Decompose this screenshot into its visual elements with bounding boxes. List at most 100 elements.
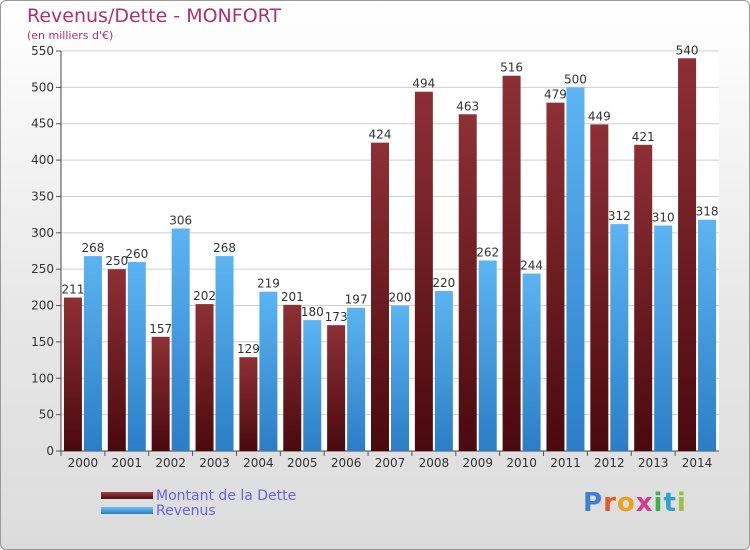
x-tick-label: 2012 (594, 456, 625, 470)
legend-swatch-revenus (101, 507, 153, 514)
y-tick-label: 550 (31, 44, 54, 58)
logo-letter: x (635, 488, 654, 518)
data-label-revenus: 306 (169, 213, 192, 227)
y-tick-label: 500 (31, 80, 54, 94)
logo-letter: r (603, 488, 617, 518)
bar-revenus (127, 261, 146, 451)
y-tick-label: 0 (46, 444, 54, 458)
x-tick-label: 2004 (243, 456, 274, 470)
data-label-revenus: 318 (696, 205, 719, 219)
bar-dette (371, 142, 389, 452)
y-tick-label: 300 (31, 226, 54, 240)
bar-dette (678, 58, 697, 451)
data-label-dette: 540 (676, 43, 699, 57)
data-label-dette: 201 (281, 290, 304, 304)
bar-revenus (259, 291, 278, 451)
data-label-revenus: 220 (432, 276, 455, 290)
legend-label-dette: Montant de la Dette (156, 487, 297, 504)
data-label-revenus: 260 (125, 247, 148, 261)
legend-item-dette: Montant de la Dette (101, 487, 297, 504)
logo-letter: i (676, 488, 687, 518)
x-tick-label: 2006 (331, 456, 362, 470)
plot-area (61, 51, 719, 451)
bar-revenus (347, 307, 366, 451)
legend-label-revenus: Revenus (156, 502, 216, 519)
y-tick-label: 400 (31, 153, 54, 167)
bar-dette (63, 297, 82, 451)
x-tick-label: 2010 (506, 456, 537, 470)
proxiti-logo: Proxiti (583, 488, 687, 518)
x-tick-label: 2009 (462, 456, 493, 470)
y-tick-label: 50 (39, 408, 54, 422)
data-label-revenus: 268 (213, 241, 236, 255)
legend: Montant de la Dette Revenus (101, 487, 297, 519)
data-label-dette: 494 (412, 77, 435, 91)
data-label-dette: 202 (193, 289, 216, 303)
logo-letter: o (616, 488, 636, 518)
bar-dette (151, 336, 170, 451)
x-tick-label: 2000 (68, 456, 99, 470)
bar-revenus (478, 260, 497, 451)
data-label-dette: 449 (588, 109, 611, 123)
data-label-dette: 421 (632, 130, 655, 144)
data-label-revenus: 197 (345, 293, 368, 307)
bar-dette (634, 144, 653, 451)
bar-dette (414, 91, 433, 452)
legend-swatch-dette (101, 492, 153, 499)
bar-revenus (434, 291, 453, 451)
bar-revenus (566, 87, 585, 451)
y-tick-label: 100 (31, 371, 54, 385)
x-tick-label: 2008 (419, 456, 450, 470)
logo-letter: i (653, 488, 664, 518)
x-tick-label: 2002 (155, 456, 186, 470)
bar-revenus (654, 225, 673, 451)
data-label-dette: 424 (369, 128, 392, 142)
logo-letter: P (583, 488, 604, 518)
data-label-dette: 463 (456, 99, 479, 113)
bar-revenus (391, 305, 409, 451)
y-tick-label: 350 (31, 189, 54, 203)
chart-subtitle: (en milliers d'€) (27, 29, 114, 42)
data-label-revenus: 200 (389, 291, 412, 305)
chart-title: Revenus/Dette - MONFORT (27, 5, 282, 27)
data-label-dette: 516 (500, 61, 523, 75)
data-label-revenus: 219 (257, 277, 280, 291)
y-tick-label: 150 (31, 335, 54, 349)
x-tick-label: 2007 (375, 456, 406, 470)
bar-dette (458, 114, 477, 451)
bar-dette (327, 325, 346, 451)
y-tick-label: 250 (31, 262, 54, 276)
data-label-dette: 129 (237, 342, 260, 356)
data-label-dette: 173 (325, 310, 348, 324)
bar-dette (283, 304, 302, 451)
data-label-dette: 250 (105, 254, 128, 268)
bar-revenus (171, 228, 190, 451)
x-tick-label: 2014 (682, 456, 713, 470)
legend-item-revenus: Revenus (101, 502, 296, 519)
logo-letter: t (663, 488, 677, 518)
data-label-dette: 211 (61, 283, 84, 297)
bar-revenus (610, 224, 629, 451)
data-label-dette: 157 (149, 322, 172, 336)
data-label-revenus: 312 (608, 209, 631, 223)
x-tick-label: 2011 (550, 456, 581, 470)
x-tick-label: 2013 (638, 456, 669, 470)
bar-dette (546, 102, 565, 452)
data-label-dette: 479 (544, 88, 567, 102)
x-tick-label: 2003 (199, 456, 230, 470)
y-tick-label: 200 (31, 299, 54, 313)
bar-revenus (215, 256, 234, 451)
bar-revenus (303, 320, 322, 451)
bar-dette (239, 357, 258, 451)
data-label-revenus: 180 (301, 305, 324, 319)
data-label-revenus: 244 (520, 259, 543, 273)
y-tick-label: 450 (31, 117, 54, 131)
bar-dette (502, 75, 521, 452)
data-label-revenus: 262 (476, 245, 499, 259)
bar-revenus (698, 219, 717, 451)
data-label-revenus: 500 (564, 72, 587, 86)
bar-revenus (522, 273, 541, 451)
bar-revenus (83, 256, 102, 451)
